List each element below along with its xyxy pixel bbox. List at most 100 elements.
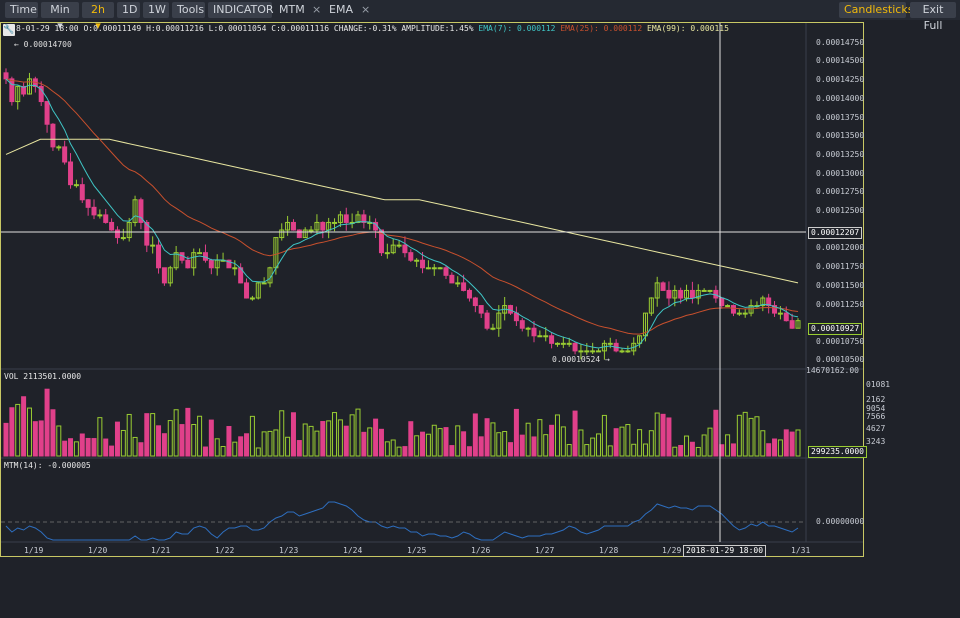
volume-bar xyxy=(220,446,226,457)
candle-body xyxy=(578,350,584,353)
price-axis-label: 0.00011250 xyxy=(816,300,865,309)
volume-bar xyxy=(584,444,590,457)
candle-body xyxy=(173,252,179,269)
time-axis-label: 1/19 xyxy=(24,546,44,555)
volume-bar xyxy=(449,445,455,457)
interval-dropdown[interactable]: 2h ▾ xyxy=(82,2,114,32)
time-axis-label: 1/28 xyxy=(599,546,619,555)
price-axis-label: 0.00011500 xyxy=(816,281,865,290)
candle-body xyxy=(519,320,525,329)
volume-bar xyxy=(38,420,44,457)
volume-bar xyxy=(648,430,654,457)
minute-label: Min xyxy=(50,3,70,16)
volume-bar xyxy=(79,433,85,457)
candle-body xyxy=(249,297,255,300)
volume-bar xyxy=(420,431,426,457)
volume-bar xyxy=(560,426,566,457)
candle-body xyxy=(549,335,555,344)
volume-bar xyxy=(238,436,244,457)
volume-bar xyxy=(361,431,367,457)
candle-body xyxy=(332,221,338,224)
candle-body xyxy=(508,305,514,314)
candle-body xyxy=(38,85,44,103)
volume-bar xyxy=(202,446,208,457)
candle-body xyxy=(748,305,754,314)
candle-body xyxy=(531,327,537,337)
volume-bar xyxy=(273,429,279,457)
volume-axis-label: 3243 xyxy=(866,437,886,446)
price-axis-label: 0.00014000 xyxy=(816,94,865,103)
candle-body xyxy=(760,297,766,307)
volume-bar xyxy=(531,436,537,457)
volume-bar xyxy=(44,388,50,457)
volume-bar xyxy=(279,410,285,457)
ema-indicator-tab[interactable]: EMA xyxy=(329,3,353,16)
volume-bar xyxy=(660,413,666,457)
candle-body xyxy=(97,214,103,217)
price-axis-label: 0.00014250 xyxy=(816,75,865,84)
volume-bar xyxy=(396,446,402,457)
candle-body xyxy=(120,237,126,240)
candle-body xyxy=(619,350,625,353)
volume-bar xyxy=(73,441,79,457)
interval-1w-button[interactable]: 1W xyxy=(143,2,169,18)
price-axis-label: 0.00014750 xyxy=(816,38,865,47)
indicator-button[interactable]: INDICATOR xyxy=(208,2,274,18)
volume-bar xyxy=(232,441,238,457)
volume-bar xyxy=(513,408,519,457)
price-axis-label: 0.00012000 xyxy=(816,243,865,252)
last-price-tag: 0.00010927 xyxy=(808,323,863,335)
interval-1d-button[interactable]: 1D xyxy=(117,2,140,18)
volume-max-label: 14670162.00 xyxy=(806,366,859,375)
volume-bar xyxy=(103,438,109,457)
candle-body xyxy=(766,297,772,307)
candle-body xyxy=(85,199,91,208)
volume-bar xyxy=(519,434,525,457)
volume-bar xyxy=(214,438,220,457)
volume-bar xyxy=(701,434,707,457)
ema-close-icon[interactable]: × xyxy=(361,3,371,16)
volume-bar xyxy=(367,427,373,457)
candle-body xyxy=(132,199,138,223)
minute-dropdown[interactable]: Min ▾ xyxy=(41,2,79,32)
high-value: 0.00014700 xyxy=(23,40,72,49)
volume-bar xyxy=(285,436,291,457)
volume-bar xyxy=(466,446,472,457)
volume-bar xyxy=(455,425,461,457)
volume-bar xyxy=(173,409,179,457)
wrench-icon[interactable]: 🔧 xyxy=(3,24,15,36)
volume-bar xyxy=(678,444,684,457)
volume-axis-label: 01081 xyxy=(866,380,891,389)
volume-bar xyxy=(156,425,162,457)
volume-bar xyxy=(21,396,27,457)
volume-bar xyxy=(384,441,390,457)
volume-bar xyxy=(62,440,68,457)
volume-bar xyxy=(326,420,332,457)
price-axis-label: 0.00010750 xyxy=(816,337,865,346)
volume-bar xyxy=(742,411,748,457)
mtm-indicator-tab[interactable]: MTM xyxy=(279,3,305,16)
volume-bar xyxy=(320,421,326,457)
time-axis-label: 1/26 xyxy=(471,546,491,555)
candle-body xyxy=(461,282,467,291)
volume-bar xyxy=(637,429,643,457)
high-marker: ← 0.00014700 xyxy=(14,40,72,49)
mtm-zero-label: 0.00000000 xyxy=(816,517,865,526)
info-ema7: EMA(7): 0.000112 xyxy=(478,24,556,33)
volume-bar xyxy=(296,440,302,457)
candle-body xyxy=(226,259,232,269)
volume-bar xyxy=(91,438,97,457)
candle-body xyxy=(777,312,783,315)
volume-bar xyxy=(332,412,338,457)
volume-bar xyxy=(249,415,255,457)
time-axis-label: 1/21 xyxy=(151,546,171,555)
time-button[interactable]: Time xyxy=(5,2,38,18)
exit-full-button[interactable]: Exit Full xyxy=(910,2,956,32)
candle-body xyxy=(449,274,455,284)
tools-button[interactable]: Tools xyxy=(172,2,205,18)
mtm-close-icon[interactable]: × xyxy=(312,3,322,16)
candle-body xyxy=(642,312,648,337)
candlesticks-button[interactable]: Candlesticks xyxy=(839,2,913,18)
candle-body xyxy=(208,259,214,269)
